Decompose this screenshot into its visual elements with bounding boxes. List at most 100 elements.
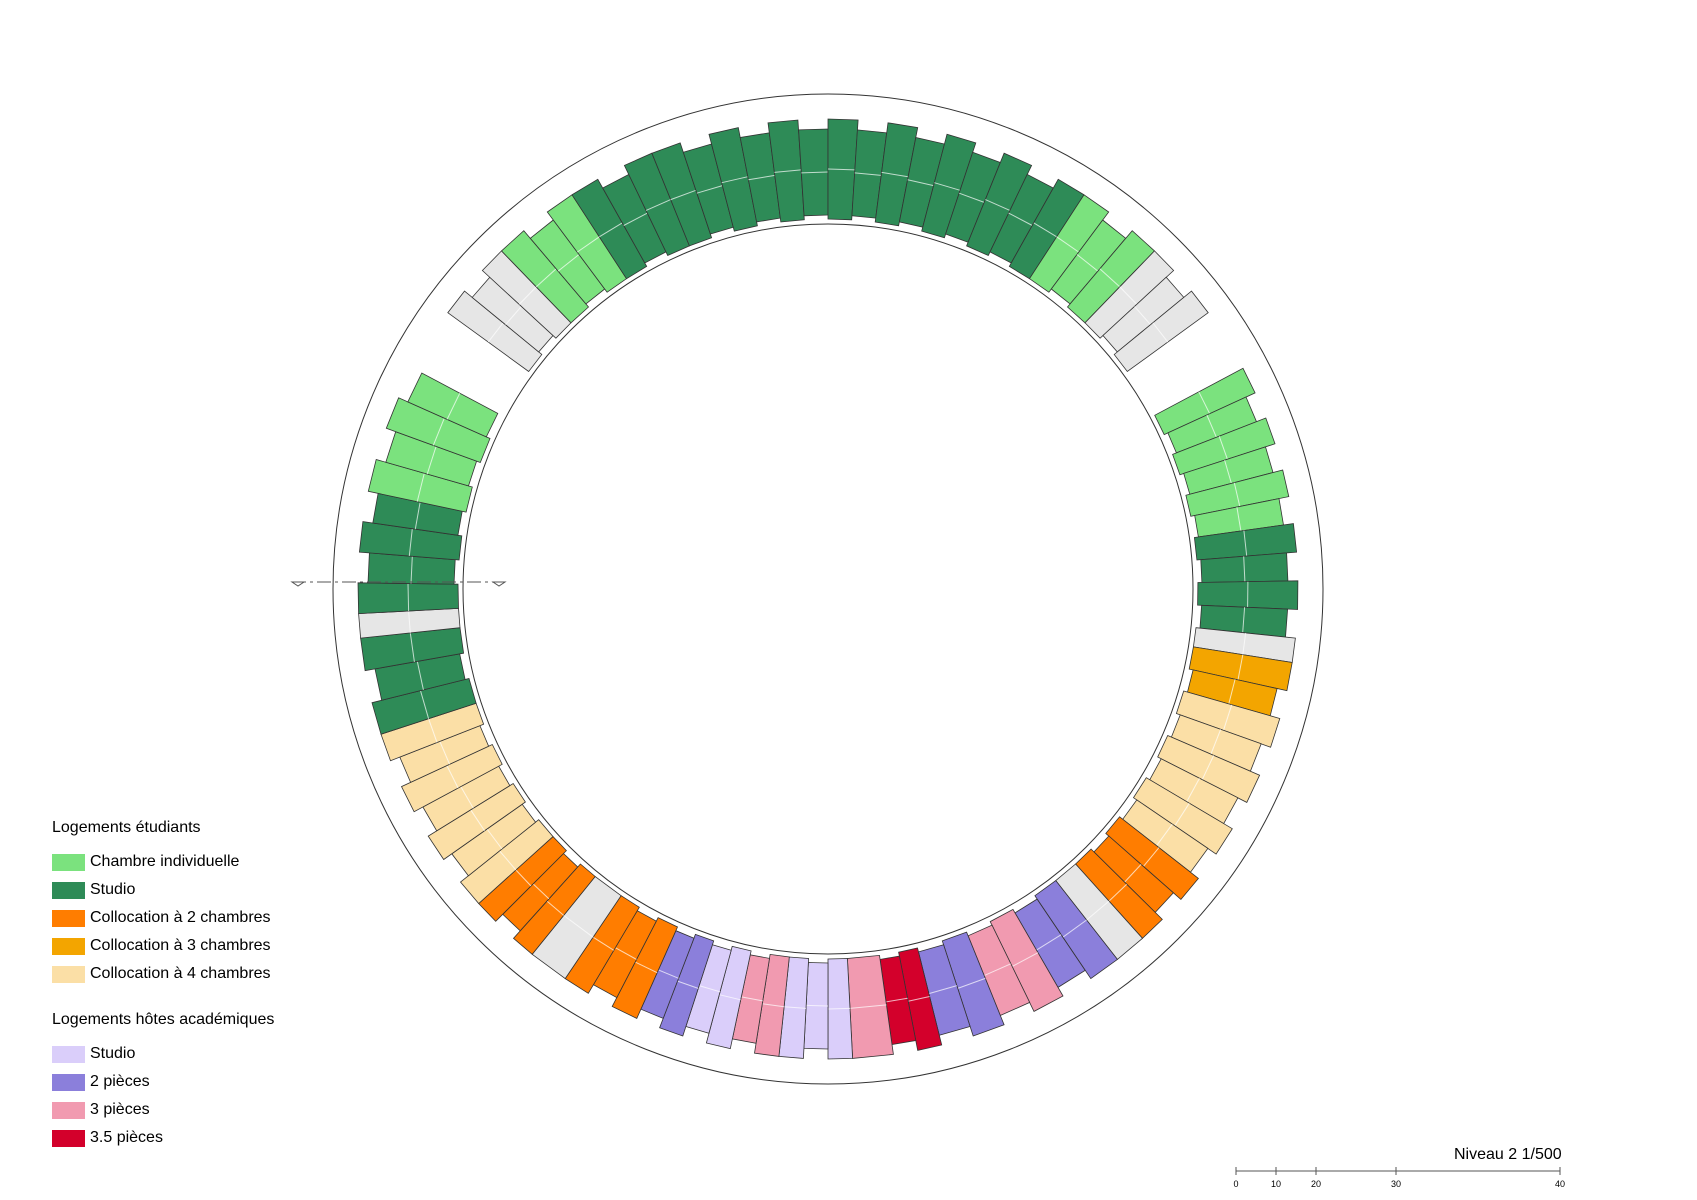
unit-partition xyxy=(698,985,721,993)
legend-label: Collocation à 2 chambres xyxy=(90,909,271,926)
unit-partition xyxy=(907,179,934,187)
unit-partition xyxy=(1223,704,1233,731)
unit-studio_etudiant xyxy=(371,678,477,735)
scale-tick-label: 10 xyxy=(1271,1179,1281,1189)
unit-studio_hote xyxy=(705,945,752,1050)
unit-chambre xyxy=(407,372,499,438)
unit-partition xyxy=(784,1006,807,1009)
unit-coloc2 xyxy=(1105,816,1199,900)
unit-chambre xyxy=(1185,469,1290,517)
legend-student-heading: Logements étudiants xyxy=(52,819,201,836)
unit-partition xyxy=(432,418,445,446)
unit-chambre xyxy=(1028,194,1110,293)
unit-deux_pieces xyxy=(941,931,1005,1037)
unit-partition xyxy=(1237,654,1244,680)
legend-academic-item: 3.5 pièces xyxy=(52,1124,352,1152)
unit-partition xyxy=(1186,778,1200,802)
unit-partition xyxy=(957,977,986,989)
unit-studio_etudiant xyxy=(921,133,977,239)
unit-partition xyxy=(696,185,723,194)
section-axis xyxy=(290,581,507,587)
legend-academic-item: 3 pièces xyxy=(52,1096,352,1124)
unit-coloc3 xyxy=(1188,646,1293,692)
unit-partition xyxy=(1008,212,1033,226)
legend-swatch xyxy=(52,909,85,927)
legend-student-item: Chambre individuelle xyxy=(52,848,352,876)
unit-partition xyxy=(1056,236,1080,253)
legend-swatch xyxy=(52,853,85,871)
unit-partition xyxy=(748,174,775,181)
unit-partition xyxy=(1201,755,1215,780)
unit-service xyxy=(1084,250,1175,339)
unit-service xyxy=(447,290,543,373)
unit-partition xyxy=(426,446,437,475)
scale-tick-label: 20 xyxy=(1311,1179,1321,1189)
unit-chambre xyxy=(367,459,473,513)
legend-academic-heading: Logements hôtes académiques xyxy=(52,1011,275,1028)
unit-partition xyxy=(721,176,749,184)
unit-coloc2 xyxy=(611,917,679,1019)
unit-partition xyxy=(592,936,615,951)
unit-partition xyxy=(1243,556,1246,582)
unit-partition xyxy=(806,1004,829,1007)
unit-chambre xyxy=(500,230,590,324)
unit-partition xyxy=(634,961,658,974)
legend-academic-item: Studio xyxy=(52,1040,352,1068)
outer-ring xyxy=(332,93,1324,1085)
legend-swatch xyxy=(52,1073,85,1091)
unit-trois_pieces xyxy=(989,908,1064,1012)
unit-partition xyxy=(487,322,504,343)
unit-partition xyxy=(1062,919,1087,938)
unit-partition xyxy=(741,996,763,1002)
housing-units xyxy=(357,118,1299,1060)
unit-partition xyxy=(1036,934,1062,951)
unit-partition xyxy=(416,661,424,691)
unit-partition xyxy=(801,171,829,174)
unit-partition xyxy=(1156,823,1173,846)
unit-partition xyxy=(563,914,594,938)
unit-partition xyxy=(885,997,908,1003)
unit-deux_pieces xyxy=(659,933,715,1037)
unit-partition xyxy=(576,236,600,253)
unit-partition xyxy=(535,268,557,288)
unit-partition xyxy=(446,392,461,420)
unit-coloc4 xyxy=(459,819,554,905)
unit-deux_pieces xyxy=(1034,880,1118,980)
unit-partition xyxy=(827,168,855,171)
legend-swatch xyxy=(52,1101,85,1119)
legend-student-item: Collocation à 4 chambres xyxy=(52,960,352,988)
unit-coloc4 xyxy=(1175,690,1281,748)
unit-chambre xyxy=(1154,367,1256,436)
unit-partition xyxy=(416,473,425,502)
unit-partition xyxy=(407,583,410,612)
inner-courtyard xyxy=(462,223,1194,955)
unit-chambre xyxy=(385,397,491,464)
unit-partition xyxy=(1210,729,1222,755)
unit-partition xyxy=(1152,322,1169,343)
unit-partition xyxy=(1099,268,1121,288)
unit-partition xyxy=(599,222,623,238)
plan-caption: Niveau 2 1/500 xyxy=(1454,1146,1562,1163)
unit-service xyxy=(1113,290,1209,373)
unit-partition xyxy=(623,212,648,226)
legend-student-item: Collocation à 2 chambres xyxy=(52,904,352,932)
unit-partition xyxy=(719,994,741,1001)
unit-partition xyxy=(928,985,958,995)
unit-partition xyxy=(410,556,413,584)
unit-coloc2 xyxy=(512,863,596,955)
unit-partition xyxy=(1143,847,1160,867)
unit-partition xyxy=(645,199,671,211)
legend-swatch xyxy=(52,937,85,955)
unit-partition xyxy=(470,809,486,832)
scale-tick-label: 0 xyxy=(1233,1179,1238,1189)
unit-partition xyxy=(1243,530,1248,557)
unit-coloc4 xyxy=(427,782,526,861)
unit-partition xyxy=(1174,802,1190,827)
legend-academic-list: Studio 2 pièces 3 pièces 3.5 pièces xyxy=(52,1040,352,1152)
unit-partition xyxy=(985,199,1011,211)
unit-partition xyxy=(854,172,882,176)
legend-label: 3 pièces xyxy=(90,1101,150,1118)
unit-partition xyxy=(409,632,415,662)
unit-partition xyxy=(1198,391,1211,414)
